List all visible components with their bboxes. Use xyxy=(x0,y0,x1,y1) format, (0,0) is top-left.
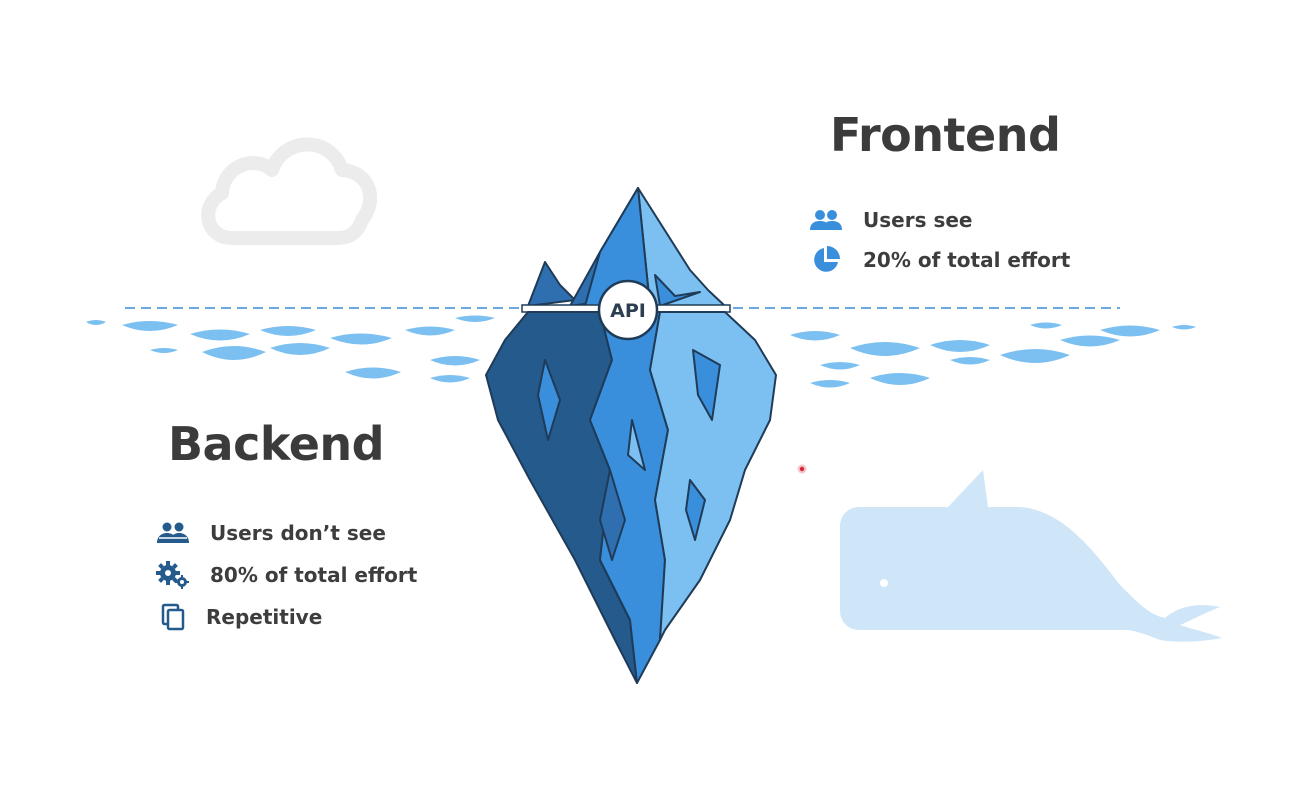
backend-item-label: Users don’t see xyxy=(210,521,386,545)
gears-icon xyxy=(156,560,190,590)
iceberg-tip xyxy=(527,187,726,307)
pie-chart-icon xyxy=(809,245,843,275)
frontend-list: Users see 20% of total effort xyxy=(809,200,1070,280)
api-badge: API xyxy=(597,279,659,341)
frontend-item-label: 20% of total effort xyxy=(863,248,1071,272)
backend-item-label: 80% of total effort xyxy=(210,563,418,587)
backend-title: Backend xyxy=(168,417,385,471)
frontend-item-label: Users see xyxy=(863,208,973,232)
backend-list: Users don’t see xyxy=(156,512,417,638)
cloud-icon xyxy=(201,137,378,245)
frontend-title: Frontend xyxy=(830,108,1061,162)
api-label: API xyxy=(610,300,646,322)
whale-icon xyxy=(840,470,1222,642)
list-item: 20% of total effort xyxy=(809,240,1070,280)
users-icon xyxy=(809,205,843,235)
list-item: Users don’t see xyxy=(156,512,417,554)
copy-icon xyxy=(156,602,190,632)
iceberg-underwater xyxy=(485,311,777,684)
list-item: 80% of total effort xyxy=(156,554,417,596)
waves-right xyxy=(790,322,1196,388)
users-icon xyxy=(156,518,190,548)
cursor-marker xyxy=(797,464,807,474)
backend-item-label: Repetitive xyxy=(206,605,323,629)
waves-left xyxy=(86,315,495,383)
list-item: Users see xyxy=(809,200,1070,240)
list-item: Repetitive xyxy=(156,596,417,638)
